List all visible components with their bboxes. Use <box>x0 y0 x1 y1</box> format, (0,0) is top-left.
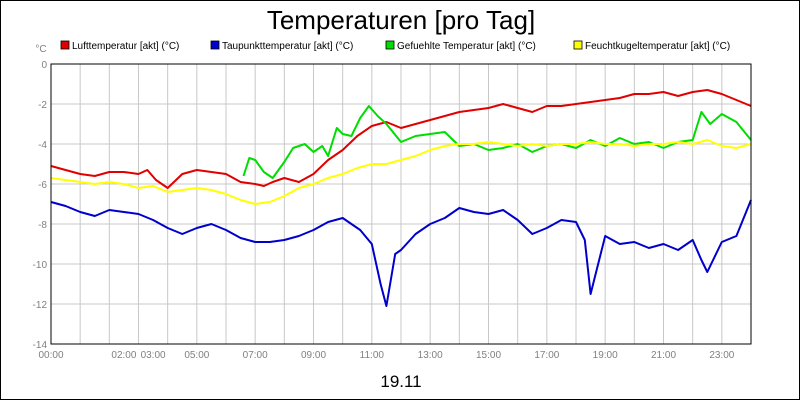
legend-swatch <box>210 40 220 50</box>
plot-border <box>50 63 752 345</box>
date-label: 19.11 <box>380 372 421 391</box>
series-line-taupunkttemperatur <box>50 199 752 307</box>
legend-swatch <box>385 40 395 50</box>
y-tick-label: -14 <box>33 340 48 351</box>
x-tick-label: 11:00 <box>360 350 385 361</box>
y-tick-label: -4 <box>38 140 47 151</box>
legend-label: Gefuehlte Temperatur [akt] (°C) <box>397 41 536 52</box>
y-axis-unit: °C <box>35 44 46 55</box>
x-tick-label: 09:00 <box>301 350 326 361</box>
series-line-lufttemperatur <box>50 89 752 189</box>
series-layer <box>50 89 752 307</box>
series-line-gefuehlte <box>242 105 752 179</box>
legend: Lufttemperatur [akt] (°C) Taupunkttempera… <box>60 40 730 52</box>
x-tick-label: 23:00 <box>709 350 734 361</box>
y-tick-label: 0 <box>41 60 47 71</box>
x-tick-label: 19:00 <box>593 350 618 361</box>
x-tick-label: 03:00 <box>141 350 166 361</box>
y-axis-ticks: 0 -2 -4 -6 -8 -10 -12 -14 <box>33 60 48 351</box>
y-tick-label: -6 <box>38 180 47 191</box>
x-tick-label: 15:00 <box>476 350 501 361</box>
x-tick-label: 05:00 <box>184 350 209 361</box>
y-tick-label: -2 <box>38 100 47 111</box>
x-axis-ticks: 00:00 02:00 03:00 05:00 07:00 09:00 11:00 13:00… <box>38 350 734 361</box>
y-tick-label: -10 <box>33 260 48 271</box>
y-tick-label: -12 <box>33 300 48 311</box>
x-tick-label: 21:00 <box>651 350 676 361</box>
x-tick-label: 17:00 <box>534 350 559 361</box>
legend-label: Lufttemperatur [akt] (°C) <box>72 41 179 52</box>
y-tick-label: -8 <box>38 220 47 231</box>
legend-label: Feuchtkugeltemperatur [akt] (°C) <box>585 41 730 52</box>
x-tick-label: 02:00 <box>111 350 136 361</box>
legend-swatch <box>573 40 583 50</box>
legend-swatch <box>60 40 70 50</box>
x-tick-label: 00:00 <box>38 350 63 361</box>
chart-title: Temperaturen [pro Tag] <box>267 5 535 35</box>
x-tick-label: 13:00 <box>418 350 443 361</box>
series-line-feuchtkugeltemperatur <box>50 139 752 205</box>
legend-label: Taupunkttemperatur [akt] (°C) <box>222 41 353 52</box>
x-tick-label: 07:00 <box>243 350 268 361</box>
